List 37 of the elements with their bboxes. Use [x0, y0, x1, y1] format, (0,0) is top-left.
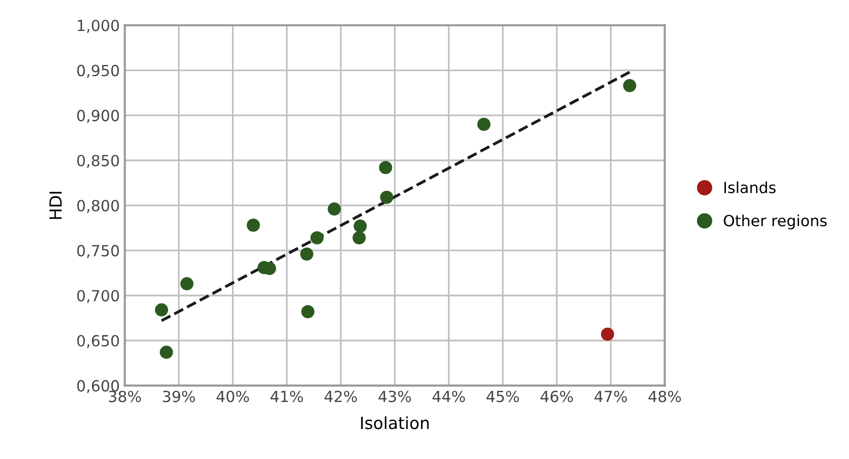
x-tick-label: 39%: [162, 390, 195, 402]
y-tick-label: 0,850: [77, 154, 119, 168]
y-tick-label: 0,700: [77, 290, 119, 304]
x-tick-label: 42%: [324, 390, 357, 402]
y-tick-label: 0,800: [77, 200, 119, 213]
point: [328, 202, 341, 216]
y-axis-title: HDI: [49, 192, 62, 219]
y-tick-label: 0,650: [77, 334, 119, 348]
point: [600, 328, 614, 341]
point: [354, 220, 367, 233]
point: [310, 231, 324, 244]
y-tick-label: 0,950: [77, 64, 119, 78]
point: [301, 305, 314, 318]
point: [380, 190, 394, 204]
x-tick-label: 44%: [432, 390, 465, 402]
x-tick-label: 48%: [648, 390, 681, 402]
legend-label: Other regions: [724, 214, 827, 230]
x-tick-label: 45%: [486, 390, 519, 402]
point: [352, 231, 366, 244]
x-tick-label: 43%: [378, 390, 411, 402]
point: [180, 277, 194, 290]
point: [623, 79, 636, 92]
point: [477, 118, 490, 131]
point: [300, 247, 314, 261]
point: [246, 218, 260, 232]
x-tick-label: 46%: [540, 390, 573, 402]
y-tick-label: 0,900: [77, 110, 119, 123]
x-tick-label: 41%: [270, 390, 303, 402]
x-tick-label: 47%: [594, 390, 627, 402]
x-tick-label: 40%: [216, 390, 249, 402]
y-tick-label: 1,000: [78, 20, 119, 33]
point: [379, 160, 392, 174]
x-axis-title: Isolation: [361, 416, 429, 430]
point: [154, 303, 168, 316]
point: [160, 346, 173, 359]
legend-label: Islands: [724, 181, 776, 194]
y-tick-label: 0,750: [77, 244, 119, 258]
